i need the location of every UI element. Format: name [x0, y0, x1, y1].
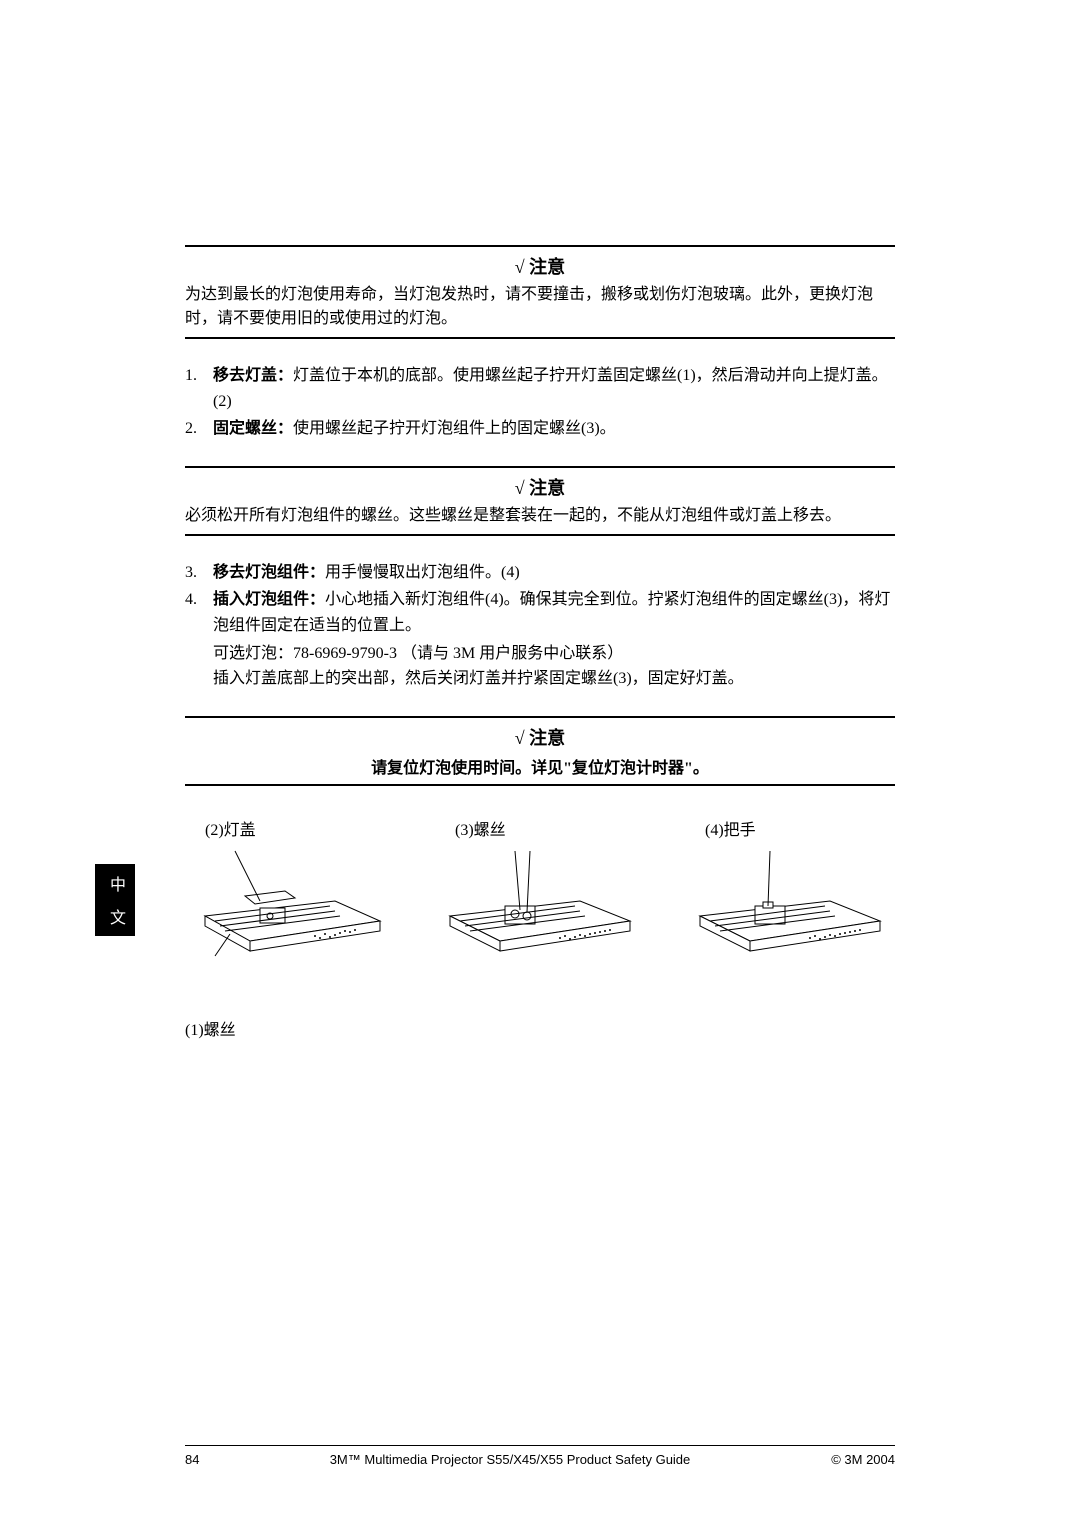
step-rest: 灯盖位于本机的底部。使用螺丝起子拧开灯盖固定螺丝(1)，然后滑动并向上提灯盖。(… [213, 367, 888, 410]
step-text: 固定螺丝：使用螺丝起子拧开灯泡组件上的固定螺丝(3)。 [213, 416, 895, 442]
notice-block-1: √ 注意 为达到最长的灯泡使用寿命，当灯泡发热时，请不要撞击，搬移或划伤灯泡玻璃… [185, 245, 895, 339]
steps-group-1: 1. 移去灯盖：灯盖位于本机的底部。使用螺丝起子拧开灯盖固定螺丝(1)，然后滑动… [185, 363, 895, 442]
notice-title: √ 注意 [185, 724, 895, 750]
figure-label: (3)螺丝 [435, 816, 645, 840]
notice-body: 为达到最长的灯泡使用寿命，当灯泡发热时，请不要撞击，搬移或划伤灯泡玻璃。此外，更… [185, 283, 895, 331]
projector-illustration-3 [685, 846, 895, 971]
footer-page-number: 84 [185, 1452, 225, 1467]
step-text: 插入灯泡组件：小心地插入新灯泡组件(4)。确保其完全到位。拧紧灯泡组件的固定螺丝… [213, 587, 895, 638]
step-2: 2. 固定螺丝：使用螺丝起子拧开灯泡组件上的固定螺丝(3)。 [185, 416, 895, 442]
step-1: 1. 移去灯盖：灯盖位于本机的底部。使用螺丝起子拧开灯盖固定螺丝(1)，然后滑动… [185, 363, 895, 414]
step-number: 2. [185, 416, 213, 442]
figure-label: (2)灯盖 [185, 816, 395, 840]
step-text: 移去灯泡组件：用手慢慢取出灯泡组件。(4) [213, 560, 895, 586]
notice-body: 请复位灯泡使用时间。详见"复位灯泡计时器"。 [185, 754, 895, 778]
step-4: 4. 插入灯泡组件：小心地插入新灯泡组件(4)。确保其完全到位。拧紧灯泡组件的固… [185, 587, 895, 638]
side-tab-chinese: 中 文 [95, 864, 135, 936]
footer-copyright: © 3M 2004 [795, 1452, 895, 1467]
step-bold: 插入灯泡组件： [213, 591, 325, 608]
figure-label: (4)把手 [685, 816, 895, 840]
notice-block-2: √ 注意 必须松开所有灯泡组件的螺丝。这些螺丝是整套装在一起的，不能从灯泡组件或… [185, 466, 895, 536]
step-4-line3: 插入灯盖底部上的突出部，然后关闭灯盖并拧紧固定螺丝(3)，固定好灯盖。 [185, 666, 895, 692]
step-bold: 移去灯泡组件： [213, 564, 325, 581]
notice-body: 必须松开所有灯泡组件的螺丝。这些螺丝是整套装在一起的，不能从灯泡组件或灯盖上移去… [185, 504, 895, 528]
projector-illustration-2 [435, 846, 645, 971]
figures-row: (2)灯盖 [185, 816, 895, 976]
step-4-line2: 可选灯泡：78-6969-9790-3 （请与 3M 用户服务中心联系） [185, 641, 895, 667]
notice-title: √ 注意 [185, 253, 895, 279]
step-bold: 移去灯盖： [213, 367, 293, 384]
footer-doc-title: 3M™ Multimedia Projector S55/X45/X55 Pro… [225, 1452, 795, 1467]
step-number: 1. [185, 363, 213, 414]
projector-illustration-1 [185, 846, 395, 971]
step-rest: 使用螺丝起子拧开灯泡组件上的固定螺丝(3)。 [293, 420, 616, 437]
step-3: 3. 移去灯泡组件：用手慢慢取出灯泡组件。(4) [185, 560, 895, 586]
figure-2: (3)螺丝 [435, 816, 645, 976]
step-number: 4. [185, 587, 213, 638]
steps-group-2: 3. 移去灯泡组件：用手慢慢取出灯泡组件。(4) 4. 插入灯泡组件：小心地插入… [185, 560, 895, 692]
bottom-figure-label: (1)螺丝 [185, 1016, 895, 1040]
notice-block-3: √ 注意 请复位灯泡使用时间。详见"复位灯泡计时器"。 [185, 716, 895, 786]
page-footer: 84 3M™ Multimedia Projector S55/X45/X55 … [185, 1445, 895, 1467]
figure-1: (2)灯盖 [185, 816, 395, 976]
step-number: 3. [185, 560, 213, 586]
notice-title: √ 注意 [185, 474, 895, 500]
step-rest: 用手慢慢取出灯泡组件。(4) [325, 564, 520, 581]
step-text: 移去灯盖：灯盖位于本机的底部。使用螺丝起子拧开灯盖固定螺丝(1)，然后滑动并向上… [213, 363, 895, 414]
figure-3: (4)把手 [685, 816, 895, 976]
step-bold: 固定螺丝： [213, 420, 293, 437]
